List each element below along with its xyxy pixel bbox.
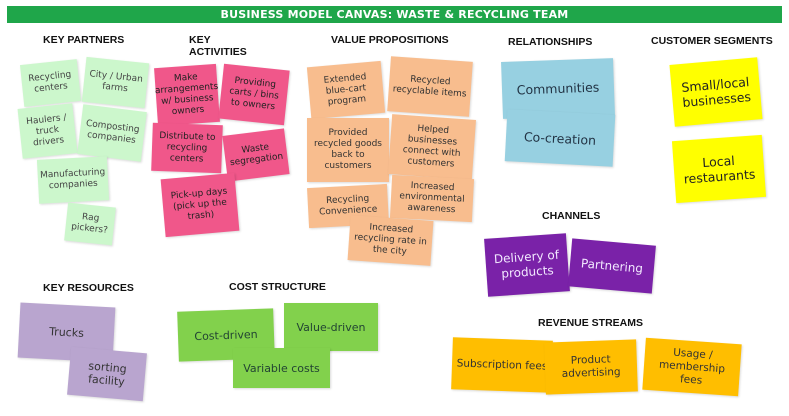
sticky-note-small-local-businesses: Small/local businesses	[669, 57, 763, 127]
customer-segments-heading: CUSTOMER SEGMENTS	[651, 35, 773, 47]
key-partners-heading: KEY PARTNERS	[43, 34, 125, 46]
sticky-note-variable-costs: Variable costs	[233, 348, 330, 388]
sticky-note-make-arrangements: Make arrangements w/ business owners	[154, 63, 220, 127]
sticky-note-delivery-of-products: Delivery of products	[484, 233, 570, 297]
sticky-note-pick-up-days: Pick-up days (pick up the trash)	[160, 172, 240, 238]
sticky-note-value-driven: Value-driven	[284, 303, 378, 351]
relationships-heading: RELATIONSHIPS	[508, 36, 593, 48]
sticky-note-sorting-facility: sorting facility	[67, 346, 147, 402]
sticky-note-usage-membership-fees: Usage / membership fees	[642, 337, 742, 397]
canvas-title-banner: BUSINESS MODEL CANVAS: WASTE & RECYCLING…	[7, 6, 782, 23]
sticky-note-provided-recycled-goods: Provided recycled goods back to customer…	[307, 118, 389, 182]
key-activities-heading: KEY ACTIVITIES	[189, 34, 247, 58]
channels-heading: CHANNELS	[542, 210, 601, 222]
revenue-streams-heading: REVENUE STREAMS	[538, 317, 644, 329]
key-resources-heading: KEY RESOURCES	[43, 282, 134, 294]
sticky-note-rag-pickers: Rag pickers?	[64, 202, 116, 246]
sticky-note-extended-blue-cart: Extended blue-cart program	[306, 60, 386, 120]
sticky-note-city-urban-farms: City / Urban farms	[81, 56, 150, 109]
sticky-note-co-creation: Co-creation	[504, 109, 616, 167]
sticky-note-recycled-recyclable: Recycled recyclable items	[387, 56, 473, 117]
sticky-note-distribute-to-recycling: Distribute to recycling centers	[151, 122, 223, 174]
value-propositions-heading: VALUE PROPOSITIONS	[331, 34, 449, 46]
sticky-note-composting-companies: Composting companies	[77, 104, 147, 162]
sticky-note-partnering: Partnering	[568, 238, 656, 294]
sticky-note-manufacturing-companies: Manufacturing companies	[36, 156, 110, 204]
sticky-note-haulers: Haulers / truck drivers	[17, 103, 78, 159]
sticky-note-increased-recycling-rate: Increased recycling rate in the city	[347, 215, 434, 266]
cost-structure-heading: COST STRUCTURE	[229, 281, 326, 293]
sticky-note-environmental-awareness: Increased environmental awareness	[389, 174, 475, 223]
sticky-note-local-restaurants: Local restaurants	[671, 134, 767, 204]
sticky-note-subscription-fees: Subscription fees	[451, 337, 553, 393]
sticky-note-recycling-centers: Recycling centers	[19, 59, 82, 107]
sticky-note-providing-carts: Providing carts / bins to owners	[218, 63, 290, 126]
sticky-note-product-advertising: Product advertising	[544, 339, 638, 395]
sticky-note-helped-businesses: Helped businesses connect with customers	[388, 114, 476, 180]
